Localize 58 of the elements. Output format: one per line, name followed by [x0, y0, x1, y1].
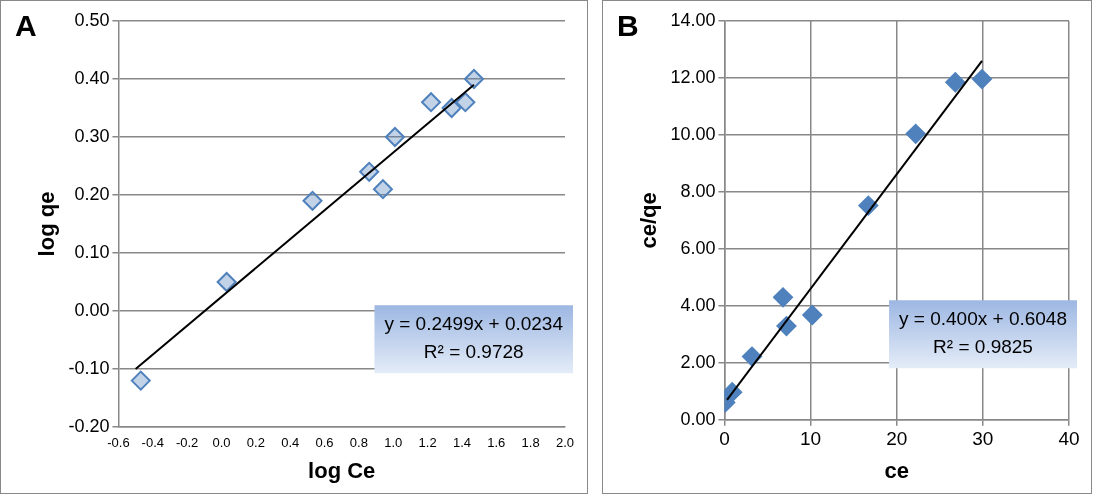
y-tick-label: 0.00: [74, 299, 110, 320]
y-tick-label: -0.10: [68, 357, 110, 378]
x-axis-title: log Ce: [308, 457, 376, 483]
x-tick-label: 2.0: [555, 435, 575, 451]
y-axis-title: log qe: [34, 191, 60, 257]
x-tick-label: 1.4: [452, 435, 471, 451]
annotation: y = 0.2499x + 0.0234: [384, 313, 564, 335]
x-axis-title: ce: [884, 457, 909, 483]
point: [945, 72, 966, 93]
y-tick-label: 8.00: [680, 180, 716, 201]
y-tick-label: -0.20: [68, 415, 110, 436]
y-tick-label: 6.00: [680, 237, 716, 258]
point: [384, 127, 405, 147]
chart-title: A: [15, 9, 37, 43]
chart-title: B: [617, 9, 639, 43]
point: [302, 190, 323, 211]
x-tick-label: 0.8: [349, 435, 368, 451]
point: [455, 92, 476, 113]
y-tick-label: 0.00: [680, 408, 716, 429]
x-tick-label: 0.6: [315, 435, 334, 451]
y-tick-label: 0.10: [74, 241, 110, 262]
point: [130, 370, 151, 391]
point: [463, 69, 484, 89]
x-tick-label: -0.4: [141, 435, 164, 451]
x-tick-label: 1.0: [384, 435, 403, 451]
y-tick-label: 0.30: [74, 125, 110, 146]
x-tick-label: 20: [886, 428, 908, 450]
point: [802, 304, 823, 325]
annotation: y = 0.400x + 0.6048: [899, 308, 1067, 330]
point: [372, 179, 393, 200]
y-tick-label: 4.00: [680, 294, 716, 315]
y-tick-label: 14.00: [670, 9, 716, 30]
point: [421, 92, 442, 113]
point: [773, 287, 794, 308]
annotation: R² = 0.9728: [423, 341, 524, 363]
x-tick-label: 40: [1058, 428, 1080, 450]
x-tick-label: -0.6: [107, 435, 130, 451]
x-tick-label: 0: [719, 428, 730, 450]
x-tick-label: -0.2: [175, 435, 199, 451]
x-tick-label: 1.6: [487, 435, 506, 451]
x-tick-label: 30: [972, 428, 994, 450]
x-tick-label: 1.8: [521, 435, 540, 451]
x-tick-label: 0.2: [246, 435, 265, 451]
annotation: R² = 0.9825: [933, 336, 1033, 358]
point: [216, 272, 237, 292]
x-tick-label: 10: [800, 428, 822, 450]
point: [905, 123, 926, 144]
x-tick-label: 1.2: [418, 435, 437, 451]
y-tick-label: 0.20: [74, 183, 110, 204]
y-tick-label: 0.50: [74, 9, 110, 30]
y-tick-label: 10.00: [670, 123, 716, 144]
x-tick-label: 0.0: [212, 435, 231, 451]
y-tick-label: 2.00: [680, 351, 716, 372]
x-tick-label: 0.4: [281, 435, 300, 451]
y-tick-label: 12.00: [670, 66, 716, 87]
y-axis-title: ce/qe: [636, 192, 662, 249]
point: [972, 69, 992, 90]
y-tick-label: 0.40: [74, 67, 110, 88]
